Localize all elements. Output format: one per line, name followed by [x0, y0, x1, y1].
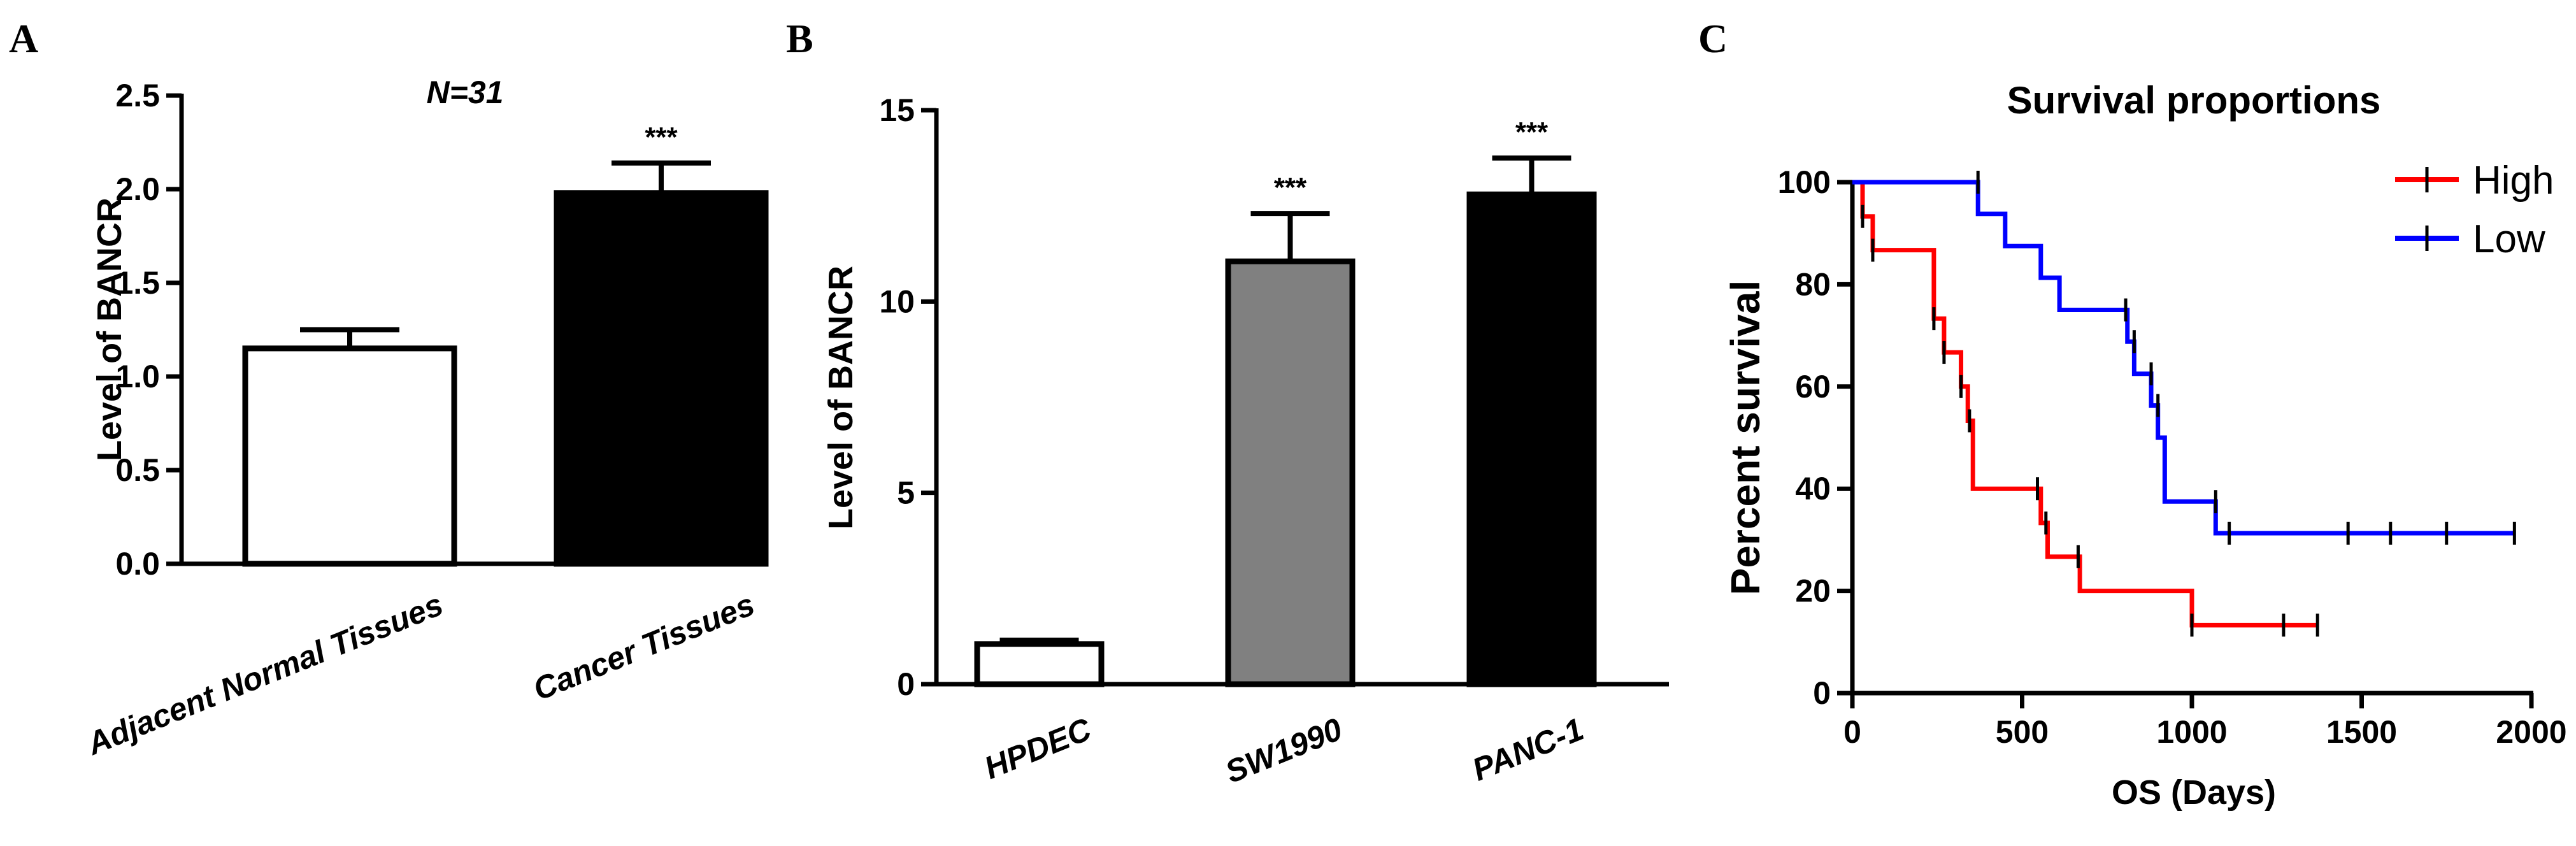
y-tick-label: 40: [1795, 471, 1831, 506]
y-tick-label: 60: [1795, 369, 1831, 405]
y-tick-label: 10: [879, 283, 915, 319]
significance-label: ***: [1515, 117, 1549, 148]
y-tick-label: 0: [897, 666, 915, 702]
y-tick-label: 80: [1795, 266, 1831, 302]
bar: [1225, 258, 1356, 687]
category-label: Cancer Tissues: [528, 586, 759, 707]
bar-chart-tissues: 0.0 0.5 1.0 1.5 2.0 2.5 Level of BANCR Adjacent…: [81, 75, 769, 762]
x-tick-label: 1500: [2326, 714, 2397, 750]
legend-label: Low: [2473, 217, 2545, 261]
significance-label: ***: [1274, 172, 1307, 203]
category-label: PANC-1: [1468, 711, 1589, 787]
y-tick-label: 2.5: [115, 78, 160, 113]
panel-letter-b: B: [786, 16, 813, 61]
x-tick-label: 1000: [2156, 714, 2227, 750]
y-tick-label: 2.0: [115, 171, 160, 207]
y-tick-label: 0.0: [115, 546, 160, 582]
survival-line-low: [1852, 180, 2515, 536]
y-tick-label: 100: [1778, 164, 1831, 200]
y-tick-label: 1.5: [115, 265, 160, 301]
x-tick-label: 0: [1843, 714, 1861, 750]
panel-letter-a: A: [9, 16, 38, 61]
bar-chart-cell-lines: 0 5 10 15 Level of BANCR HPDEC *** SW1990 *** PAN…: [822, 92, 1669, 790]
bar: [1466, 191, 1597, 687]
bar: [242, 345, 457, 567]
y-tick-label: 1.0: [115, 359, 160, 394]
y-tick-label: 5: [897, 475, 915, 511]
y-axis-label: Level of BANCR: [822, 266, 860, 529]
bar: [974, 641, 1105, 687]
x-tick-label: 500: [1996, 714, 2049, 750]
y-axis-label: Percent survival: [1722, 280, 1768, 596]
x-tick-label: 2000: [2496, 714, 2566, 750]
y-tick-label: 0.5: [115, 452, 160, 488]
y-axis-label: Level of BANCR: [90, 197, 129, 461]
x-axis-label: OS (Days): [2112, 773, 2276, 812]
survival-line-high: [1852, 180, 2318, 627]
y-tick-label: 20: [1795, 573, 1831, 609]
panel-letter-c: C: [1698, 16, 1728, 61]
legend-label: High: [2473, 159, 2554, 203]
significance-label: ***: [645, 122, 678, 153]
category-label: HPDEC: [979, 711, 1096, 786]
chart-title: Survival proportions: [2007, 79, 2381, 122]
bar: [554, 190, 769, 567]
y-tick-label: 15: [879, 92, 915, 128]
y-tick-label: 0: [1813, 675, 1831, 711]
category-label: Adjacent Normal Tissues: [81, 586, 448, 762]
category-label: SW1990: [1220, 711, 1347, 790]
sample-size-annotation: N=31: [427, 75, 504, 110]
